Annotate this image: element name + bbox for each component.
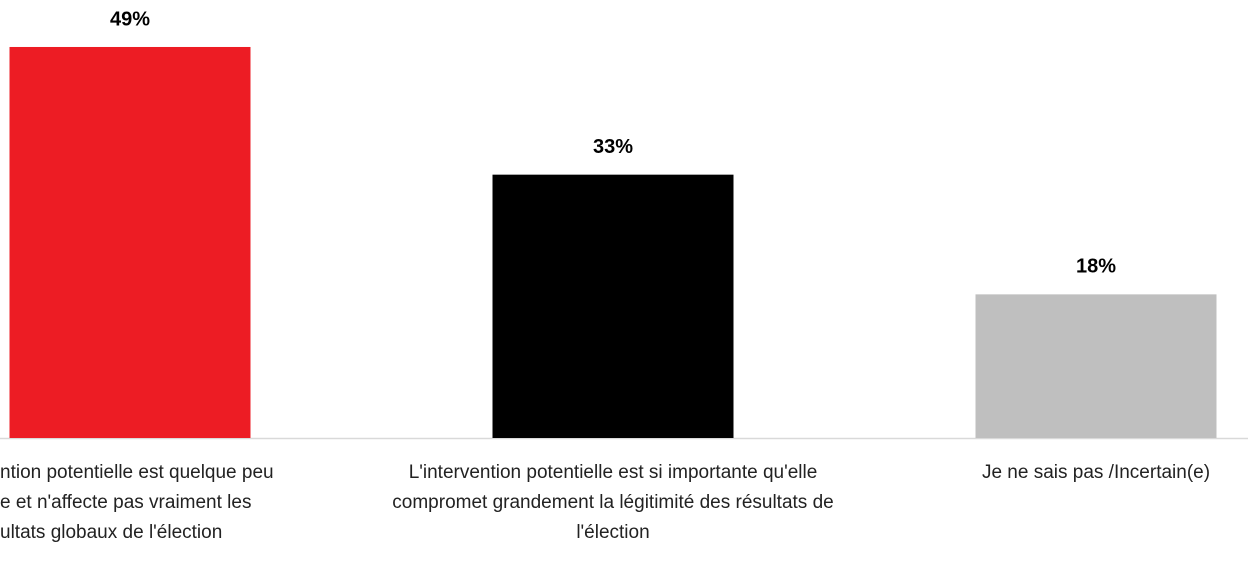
bar <box>492 174 734 438</box>
bar <box>9 46 251 438</box>
value-label: 18% <box>1076 256 1116 278</box>
category-label: L'intervention potentielle est si import… <box>392 462 834 543</box>
value-label: 33% <box>593 136 633 158</box>
category-label: Je ne sais pas /Incertain(e) <box>981 462 1211 483</box>
category-label: ntion potentielle est quelque peu e et n… <box>0 462 274 543</box>
bar <box>975 294 1217 438</box>
value-label: 49% <box>110 8 150 30</box>
